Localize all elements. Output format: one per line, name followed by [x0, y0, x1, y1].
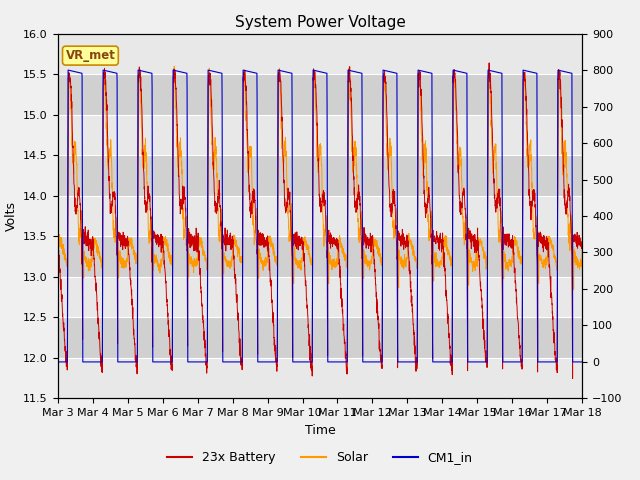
Bar	[58, 155, 582, 196]
Bar	[58, 317, 582, 358]
Bar	[58, 236, 582, 277]
Title: System Power Voltage: System Power Voltage	[235, 15, 405, 30]
Bar	[58, 74, 582, 115]
Bar	[58, 358, 582, 398]
Legend: 23x Battery, Solar, CM1_in: 23x Battery, Solar, CM1_in	[163, 446, 477, 469]
Bar	[58, 34, 582, 74]
X-axis label: Time: Time	[305, 424, 335, 437]
Bar	[58, 277, 582, 317]
Bar	[58, 115, 582, 155]
Text: VR_met: VR_met	[65, 49, 115, 62]
Bar	[58, 196, 582, 236]
Y-axis label: Volts: Volts	[4, 201, 17, 231]
